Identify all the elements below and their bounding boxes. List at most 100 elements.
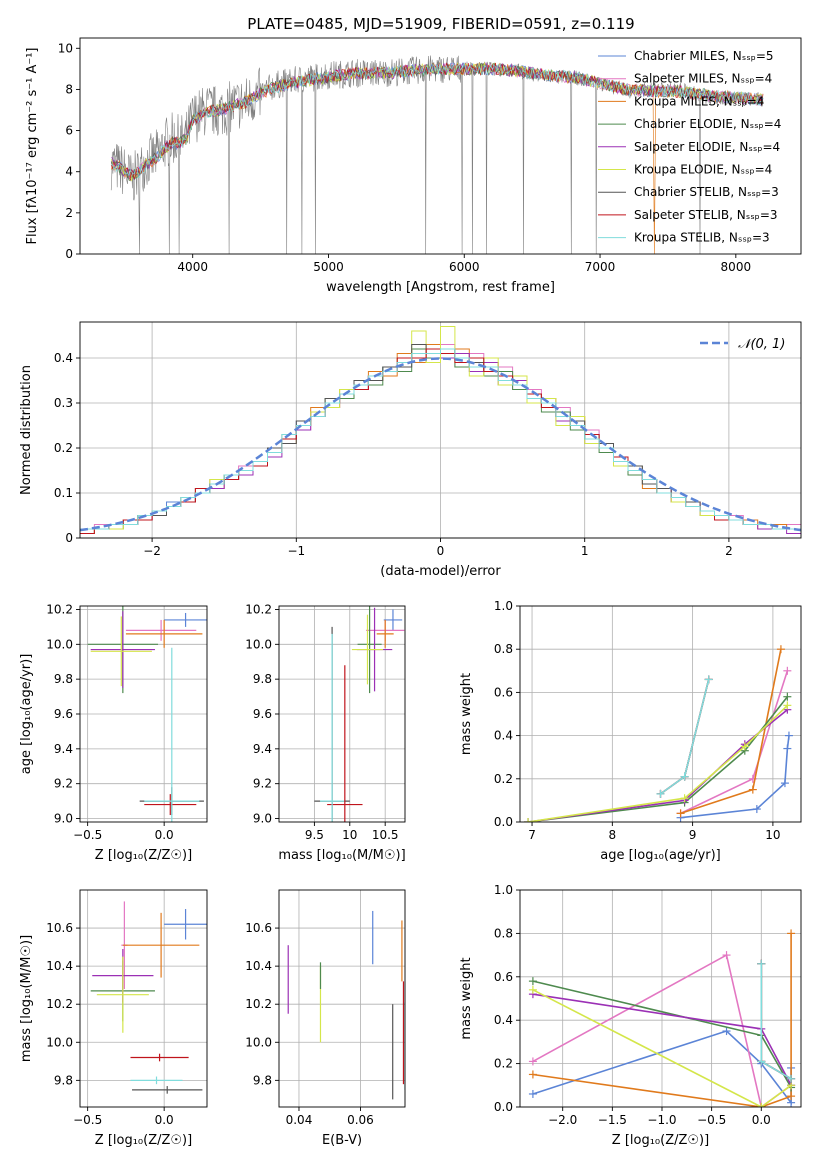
series-chabrier-elodie [524, 692, 792, 822]
errorbar-chabrier-miles [164, 909, 207, 940]
errorbar-kroupa-miles [122, 912, 200, 978]
plot-area [80, 326, 801, 534]
legend-label: Kroupa ELODIE, Nₛₛₚ=4 [634, 163, 772, 177]
normal-curve [80, 357, 801, 532]
errorbar-salpeter-miles [125, 619, 197, 641]
y-tick-label: 9.8 [253, 672, 272, 686]
y-tick-label: 9.2 [253, 777, 272, 791]
grid [279, 606, 405, 822]
legend-label: Salpeter MILES, Nₛₛₚ=4 [634, 72, 772, 86]
y-axis-label: mass weight [459, 673, 474, 755]
errorbar-salpeter-stelib [327, 665, 363, 822]
y-tick-label: 10.0 [245, 637, 272, 651]
legend-label: Salpeter STELIB, Nₛₛₚ=3 [634, 208, 778, 222]
y-tick-label: 0.4 [494, 1013, 513, 1027]
legend-label: Chabrier STELIB, Nₛₛₚ=3 [634, 185, 779, 199]
y-tick-label: 9.8 [253, 1073, 272, 1087]
model-line-salpeter-stelib [110, 62, 764, 181]
y-tick-label: 0.2 [494, 1057, 513, 1071]
grid [279, 890, 405, 1107]
y-tick-label: 0.3 [54, 396, 73, 410]
axes: 0.04 0.06 9.8 10.0 10.2 10.4 10.6 E(B-V) [245, 889, 406, 1148]
x-tick-label: 2 [725, 544, 733, 558]
x-axis-label: age [log₁₀(age/yr)] [600, 848, 721, 863]
series-line [527, 704, 788, 822]
y-tick-label: 9.4 [54, 742, 73, 756]
y-tick-label: 9.6 [253, 707, 272, 721]
y-tick-label: 1.0 [494, 599, 513, 613]
errorbar-kroupa-stelib [130, 1076, 183, 1085]
x-tick-label: 8 [609, 828, 617, 842]
x-tick-label: 0.04 [286, 1113, 313, 1127]
axes: 4000 5000 6000 7000 8000 0 2 4 6 8 10 wavelength [A… [25, 37, 802, 295]
x-axis-label: wavelength [Angstrom, rest frame] [326, 280, 555, 295]
errorbar-salpeter-stelib [130, 1053, 189, 1062]
y-tick-label: 9.0 [54, 812, 73, 826]
axes-frame [278, 889, 406, 1108]
x-axis-label: Z [log₁₀(Z/Z☉)] [95, 848, 192, 863]
errorbar-chabrier-stelib [132, 1086, 203, 1094]
errorbar-kroupa-stelib [320, 633, 345, 822]
x-axis-label: Z [log₁₀(Z/Z☉)] [612, 1133, 709, 1148]
y-tick-label: 0.6 [494, 970, 513, 984]
y-tick-label: 8 [65, 82, 73, 96]
legend-label: Kroupa MILES, Nₛₛₚ=4 [634, 94, 764, 108]
y-axis-label: Normed distribution [19, 365, 34, 495]
grid [80, 606, 207, 822]
x-tick-label: −0.5 [73, 828, 102, 842]
series-chabrier-miles [676, 731, 793, 822]
y-tick-label: 10.0 [245, 1035, 272, 1049]
residual-legend: 𝒩(0, 1) [700, 337, 785, 352]
x-tick-label: 5000 [313, 260, 344, 274]
errorbar-kroupa-miles [376, 619, 394, 648]
series-kroupa-stelib [656, 675, 713, 798]
series-kroupa-stelib [757, 959, 796, 1083]
y-tick-label: 10.6 [245, 921, 272, 935]
legend-label: Salpeter ELODIE, Nₛₛₚ=4 [634, 140, 780, 154]
y-tick-label: 0.1 [54, 486, 73, 500]
x-tick-label: 10 [342, 828, 357, 842]
panel-age-vs-massweight: 7 8 9 10 0.0 0.2 0.4 0.6 0.8 1.0 age [log₁₀(age/yr… [459, 599, 802, 863]
y-tick-label: 10.2 [245, 997, 272, 1011]
series-kroupa-miles [676, 645, 785, 818]
errorbar-kroupa-elodie [96, 956, 149, 1033]
model-line-chabrier-elodie [110, 62, 764, 182]
x-tick-label: 7 [528, 828, 536, 842]
series-salpeter-elodie [524, 705, 792, 822]
y-tick-label: 0.4 [54, 351, 73, 365]
spectrum-legend: Chabrier MILES, Nₛₛₚ=5 Salpeter MILES, Nₛ… [598, 49, 781, 245]
y-tick-label: 0.8 [494, 926, 513, 940]
errorbar-salpeter-stelib [144, 794, 197, 816]
x-tick-label: 0.0 [155, 1113, 174, 1127]
axes-frame [519, 889, 802, 1108]
errorbar-chabrier-elodie [357, 606, 382, 694]
axes-frame [519, 605, 802, 823]
y-tick-label: 0.2 [494, 772, 513, 786]
plot-area [524, 645, 793, 822]
axes: 9.5 10 10.5 9.0 9.2 9.4 9.6 9.8 10.0 10.2 mass [lo… [245, 602, 405, 863]
x-tick-label: 6000 [449, 260, 480, 274]
y-tick-label: 0.8 [494, 642, 513, 656]
y-tick-label: 10.4 [245, 959, 272, 973]
y-tick-label: 0 [65, 531, 73, 545]
x-tick-label: −1.5 [598, 1113, 627, 1127]
x-tick-label: 0.06 [347, 1113, 374, 1127]
x-tick-label: −2 [143, 544, 161, 558]
series-line [532, 989, 792, 1107]
y-tick-label: 10.2 [245, 602, 272, 616]
x-tick-label: −1.0 [647, 1113, 676, 1127]
errorbar-kroupa-miles [125, 619, 203, 648]
panel-ebv-vs-mass: 0.04 0.06 9.8 10.0 10.2 10.4 10.6 E(B-V) [245, 889, 406, 1148]
series-salpeter-stelib [757, 959, 796, 1083]
errorbar-chabrier-miles [383, 609, 403, 631]
plot-area [287, 910, 405, 1100]
y-axis-label: age [log₁₀(age/yr)] [19, 654, 34, 775]
plot-area [314, 606, 405, 822]
x-tick-label: 0.0 [155, 828, 174, 842]
y-tick-label: 9.8 [54, 1073, 73, 1087]
series-kroupa-elodie [528, 985, 796, 1107]
axes: −0.5 0.0 9.0 9.2 9.4 9.6 9.8 10.0 10.2 Z [log₁₀(Z… [19, 602, 208, 863]
y-tick-label: 10.4 [46, 959, 73, 973]
y-tick-label: 10.6 [46, 921, 73, 935]
errorbar-kroupa-elodie [351, 614, 384, 685]
